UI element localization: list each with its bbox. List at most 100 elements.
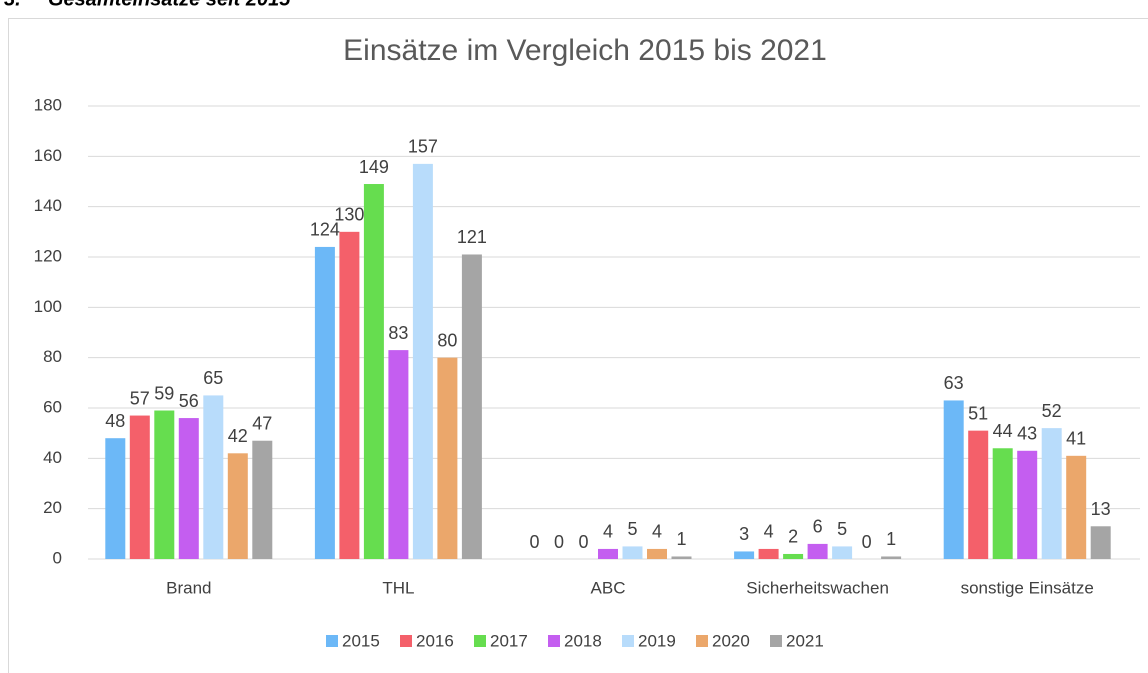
bar bbox=[647, 548, 667, 559]
data-label: 157 bbox=[408, 137, 438, 157]
data-label: 57 bbox=[130, 388, 150, 408]
y-tick-label: 60 bbox=[43, 397, 62, 416]
y-tick-label: 20 bbox=[43, 498, 62, 517]
data-label: 121 bbox=[457, 227, 487, 247]
y-tick-label: 80 bbox=[43, 347, 62, 366]
bar bbox=[734, 551, 755, 559]
bar bbox=[1017, 450, 1038, 559]
legend-label: 2018 bbox=[564, 631, 602, 650]
legend-swatch bbox=[326, 635, 338, 647]
x-tick-label: Sicherheitswachen bbox=[746, 578, 889, 597]
data-label: 130 bbox=[334, 205, 364, 225]
legend-swatch bbox=[696, 635, 708, 647]
bar bbox=[832, 546, 853, 559]
data-label: 56 bbox=[179, 391, 199, 411]
x-tick-label: THL bbox=[382, 578, 414, 597]
data-label: 0 bbox=[578, 532, 588, 552]
data-label: 44 bbox=[993, 421, 1013, 441]
data-label: 1 bbox=[886, 529, 896, 549]
bar bbox=[622, 546, 643, 559]
bar bbox=[1090, 526, 1111, 559]
data-label: 6 bbox=[813, 517, 823, 537]
bar bbox=[1041, 428, 1062, 559]
y-tick-label: 100 bbox=[34, 297, 62, 316]
data-label: 48 bbox=[105, 411, 125, 431]
legend-swatch bbox=[622, 635, 634, 647]
bar bbox=[461, 254, 482, 559]
data-label: 149 bbox=[359, 157, 389, 177]
bar bbox=[1066, 455, 1087, 559]
data-label: 1 bbox=[676, 529, 686, 549]
legend-label: 2015 bbox=[342, 631, 380, 650]
bar bbox=[252, 440, 273, 559]
data-label: 80 bbox=[437, 330, 457, 350]
y-tick-label: 140 bbox=[34, 196, 62, 215]
legend-swatch bbox=[548, 635, 560, 647]
legend-label: 2017 bbox=[490, 631, 528, 650]
x-tick-label: sonstige Einsätze bbox=[961, 578, 1094, 597]
y-tick-label: 160 bbox=[34, 146, 62, 165]
bar bbox=[807, 543, 828, 559]
data-label: 0 bbox=[862, 532, 872, 552]
data-label: 65 bbox=[203, 368, 223, 388]
bar bbox=[363, 184, 384, 559]
data-label: 0 bbox=[529, 532, 539, 552]
data-label: 51 bbox=[968, 403, 988, 423]
bar bbox=[437, 357, 458, 559]
bar bbox=[881, 556, 902, 559]
data-label: 2 bbox=[788, 527, 798, 547]
legend-swatch bbox=[770, 635, 782, 647]
x-tick-label: Brand bbox=[166, 578, 211, 597]
heading-number: 3. bbox=[4, 0, 21, 10]
data-label: 4 bbox=[603, 522, 613, 542]
legend-label: 2020 bbox=[712, 631, 750, 650]
data-label: 63 bbox=[944, 373, 964, 393]
bar bbox=[598, 548, 618, 559]
bar bbox=[105, 438, 126, 559]
chart-frame bbox=[8, 18, 1148, 673]
chart-title: Einsätze im Vergleich 2015 bis 2021 bbox=[343, 34, 827, 67]
data-label: 0 bbox=[554, 532, 564, 552]
data-label: 5 bbox=[627, 519, 637, 539]
data-label: 13 bbox=[1091, 499, 1111, 519]
bar bbox=[314, 246, 335, 559]
bar bbox=[943, 400, 964, 559]
bar bbox=[758, 548, 779, 559]
bar bbox=[783, 553, 804, 559]
data-label: 3 bbox=[739, 524, 749, 544]
y-tick-label: 180 bbox=[34, 95, 62, 114]
y-tick-label: 0 bbox=[53, 548, 62, 567]
x-tick-label: ABC bbox=[591, 578, 626, 597]
bar bbox=[178, 418, 199, 559]
data-label: 52 bbox=[1042, 401, 1062, 421]
data-label: 47 bbox=[252, 413, 272, 433]
y-tick-label: 120 bbox=[34, 246, 62, 265]
bar bbox=[992, 448, 1013, 559]
data-label: 83 bbox=[388, 323, 408, 343]
bar bbox=[129, 415, 150, 559]
bar bbox=[203, 395, 224, 559]
data-label: 124 bbox=[310, 220, 340, 240]
heading-title: Gesamteinsätze seit 2015 bbox=[48, 0, 291, 10]
bar bbox=[339, 231, 360, 560]
data-label: 41 bbox=[1066, 429, 1086, 449]
bar bbox=[412, 163, 433, 559]
bar bbox=[671, 556, 692, 559]
bar bbox=[968, 430, 989, 559]
data-label: 42 bbox=[228, 426, 248, 446]
data-label: 4 bbox=[764, 522, 774, 542]
data-label: 5 bbox=[837, 519, 847, 539]
bar bbox=[154, 410, 175, 559]
bar bbox=[388, 350, 409, 559]
y-tick-label: 40 bbox=[43, 448, 62, 467]
data-label: 43 bbox=[1017, 424, 1037, 444]
legend-label: 2019 bbox=[638, 631, 676, 650]
legend-label: 2016 bbox=[416, 631, 454, 650]
bar bbox=[227, 453, 248, 559]
data-label: 4 bbox=[652, 522, 662, 542]
legend-swatch bbox=[400, 635, 412, 647]
legend-label: 2021 bbox=[786, 631, 824, 650]
data-label: 59 bbox=[154, 383, 174, 403]
legend-swatch bbox=[474, 635, 486, 647]
